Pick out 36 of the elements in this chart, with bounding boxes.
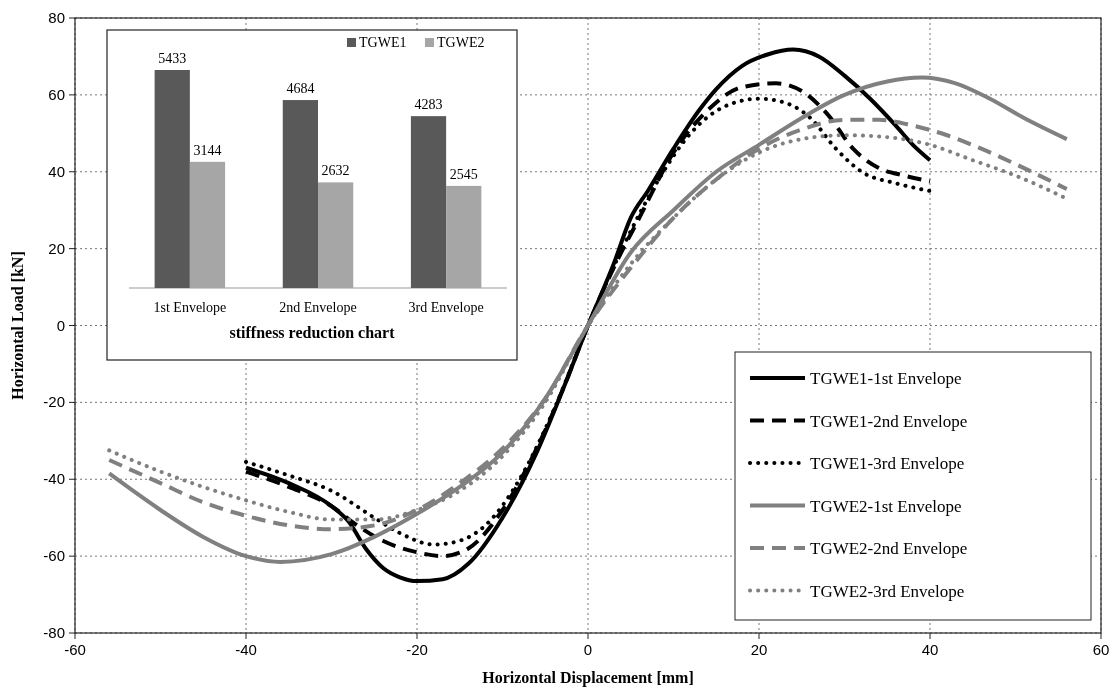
data-label: 4684 bbox=[286, 81, 315, 97]
y-axis-title: Horizontal Load [kN] bbox=[9, 251, 26, 400]
y-tick-label: -80 bbox=[43, 624, 65, 641]
x-tick-label: 40 bbox=[921, 641, 939, 658]
y-tick-label: -60 bbox=[43, 547, 65, 565]
legend-label: TGWE2-3rd Envelope bbox=[810, 581, 965, 601]
x-tick-label: -40 bbox=[235, 641, 257, 658]
y-tick-label: -20 bbox=[43, 393, 65, 411]
x-axis-title: stiffness reduction chart bbox=[229, 324, 396, 341]
data-label: 4283 bbox=[414, 97, 443, 113]
x-tick-label: 3rd Envelope bbox=[408, 300, 484, 315]
y-tick-label: 80 bbox=[48, 9, 65, 26]
x-tick-label: -60 bbox=[64, 641, 86, 658]
y-tick-label: 0 bbox=[56, 316, 65, 334]
data-label: 2632 bbox=[321, 163, 350, 179]
legend-label: TGWE2-2nd Envelope bbox=[810, 539, 968, 558]
data-label: 2545 bbox=[449, 166, 478, 182]
x-tick-label: 60 bbox=[1092, 641, 1110, 658]
legend-label: TGWE2 bbox=[437, 35, 485, 50]
y-tick-label: -40 bbox=[43, 470, 65, 488]
legend-label: TGWE2-1st Envelope bbox=[810, 496, 962, 516]
y-tick-label: 40 bbox=[48, 162, 65, 180]
legend-label: TGWE1 bbox=[359, 35, 407, 50]
x-tick-label: 0 bbox=[583, 641, 593, 658]
x-tick-label: 2nd Envelope bbox=[279, 300, 357, 315]
x-tick-label: -20 bbox=[406, 641, 428, 658]
y-tick-label: 20 bbox=[48, 239, 65, 257]
x-tick-label: 1st Envelope bbox=[153, 300, 227, 315]
y-tick-label: 60 bbox=[48, 85, 65, 103]
data-label: 5433 bbox=[158, 51, 187, 66]
x-axis-title: Horizontal Displacement [mm] bbox=[482, 669, 694, 687]
legend-label: TGWE1-2nd Envelope bbox=[810, 411, 968, 431]
data-label: 3144 bbox=[193, 142, 222, 158]
legend-label: TGWE1-3rd Envelope bbox=[810, 454, 965, 473]
x-tick-label: 20 bbox=[750, 641, 768, 658]
legend-label: TGWE1-1st Envelope bbox=[810, 369, 962, 388]
